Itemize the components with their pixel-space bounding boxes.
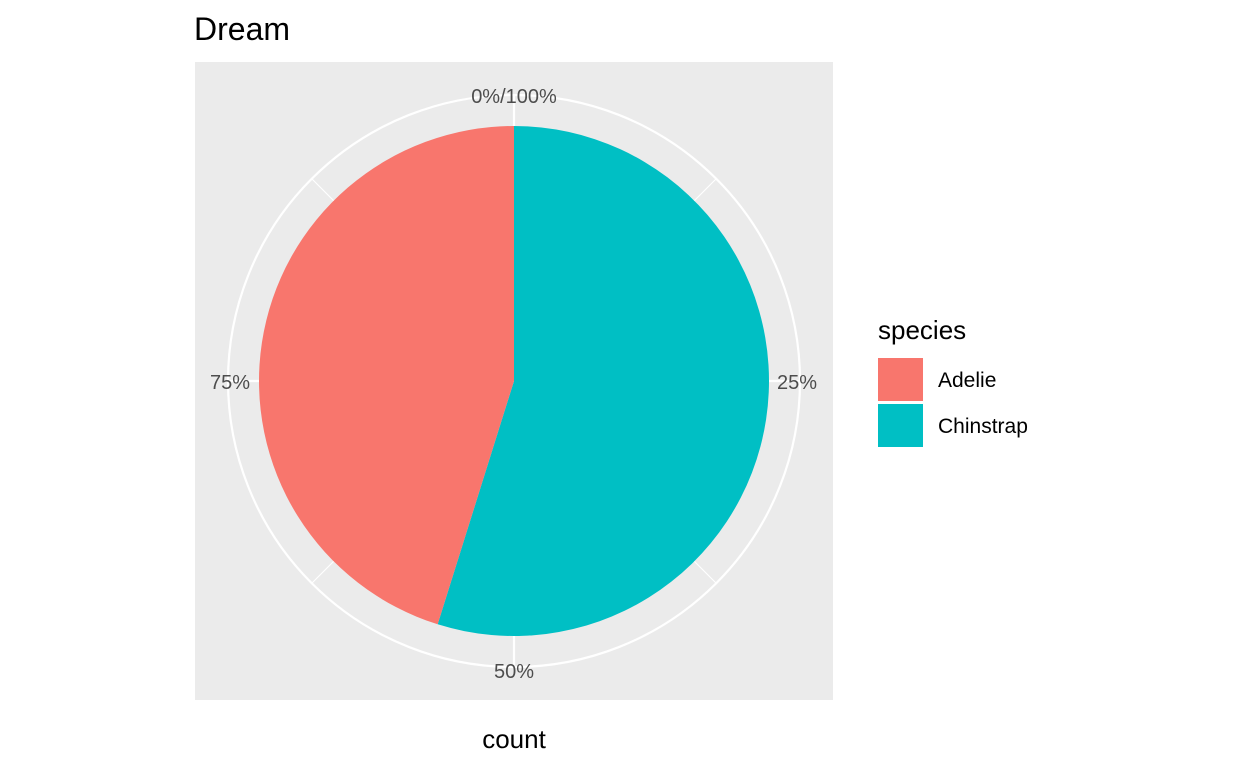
tick-label-75: 75% [210,372,250,394]
tick-label-25: 25% [777,372,817,394]
pie-slice-adelie [259,126,514,625]
x-axis-title: count [482,724,546,754]
grid-line-minor [693,178,717,202]
legend-title: species [878,315,966,345]
grid-line-minor [311,560,335,584]
pie-slice-chinstrap [437,126,769,636]
tick-label-50: 50% [494,661,534,683]
chart-title: Dream [194,11,290,47]
legend: species Adelie Chinstrap [878,315,1028,447]
legend-label-chinstrap: Chinstrap [938,415,1028,438]
grid-line-minor [693,560,717,584]
tick-label-0: 0%/100% [471,86,557,108]
legend-key-chinstrap [878,404,923,447]
pie-slices [259,126,769,636]
legend-key-adelie [878,358,923,401]
grid-line-minor [311,178,335,202]
legend-label-adelie: Adelie [938,369,996,392]
